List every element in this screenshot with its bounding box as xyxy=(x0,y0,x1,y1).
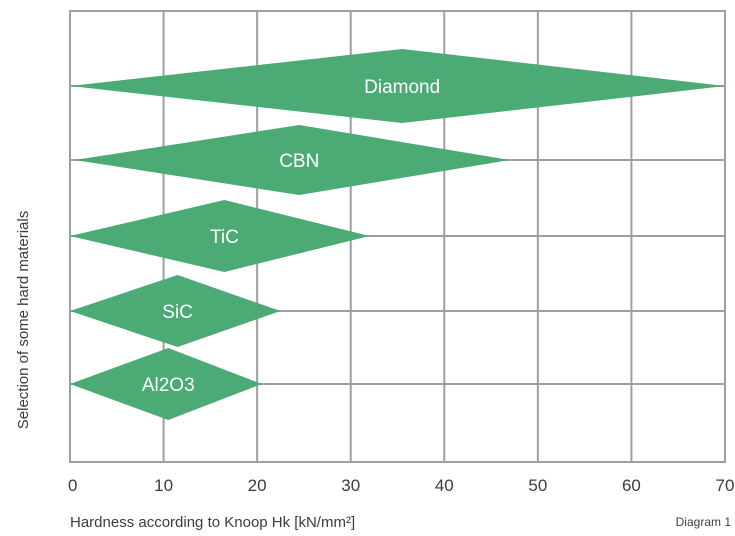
x-tick-labels: 0 10 20 30 40 50 60 70 xyxy=(68,476,734,495)
material-label-sic: SiC xyxy=(162,302,193,323)
x-tick-label: 40 xyxy=(435,476,454,495)
material-label-diamond: Diamond xyxy=(364,77,440,98)
material-range-diamond xyxy=(70,49,725,123)
y-axis-title: Selection of some hard materials xyxy=(15,211,32,429)
x-tick-label: 70 xyxy=(716,476,735,495)
x-tick-label: 20 xyxy=(248,476,267,495)
x-tick-label: 60 xyxy=(622,476,641,495)
x-tick-label: 0 xyxy=(68,476,77,495)
material-label-cbn: CBN xyxy=(279,151,319,172)
x-tick-label: 10 xyxy=(154,476,173,495)
material-range-sic xyxy=(70,275,281,347)
material-label-al2o3: Al2O3 xyxy=(142,375,195,396)
material-ranges xyxy=(70,49,725,420)
material-range-tic xyxy=(70,200,370,272)
plot-frame xyxy=(69,10,726,463)
x-axis-title: Hardness according to Knoop Hk [kN/mm²] xyxy=(70,514,355,531)
material-range-al2o3 xyxy=(70,348,262,420)
x-tick-label: 50 xyxy=(528,476,547,495)
x-tick-label: 30 xyxy=(341,476,360,495)
material-range-cbn xyxy=(74,125,510,195)
material-label-tic: TiC xyxy=(210,227,239,248)
diagram-caption: Diagram 1 xyxy=(676,515,732,529)
material-labels: Diamond CBN TiC SiC Al2O3 xyxy=(142,77,440,396)
